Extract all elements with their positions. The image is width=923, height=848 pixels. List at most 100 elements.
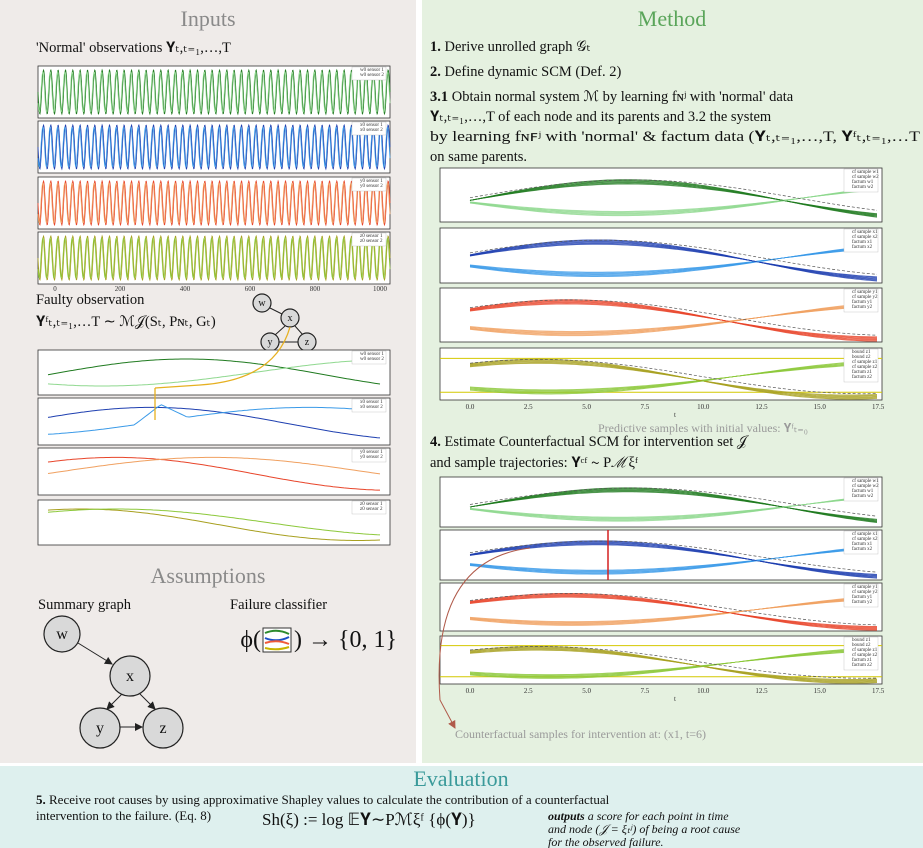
- inputs-title: Inputs: [181, 6, 236, 31]
- edge: [274, 325, 286, 336]
- legend-label: cf sample x1: [852, 532, 878, 537]
- x-tick-label: 400: [180, 285, 191, 293]
- plots: w0 sensor 1w0 sensor 2x0 sensor 1x0 sens…: [37, 65, 885, 703]
- legend-label: w0 sensor 2: [360, 73, 384, 78]
- sample: [469, 487, 878, 523]
- legend-box: [843, 530, 879, 555]
- method-title: Method: [638, 6, 706, 31]
- x-tick-label: 7.5: [641, 687, 650, 695]
- factum: [469, 359, 878, 395]
- signal: [37, 181, 391, 224]
- legend-box: [351, 121, 387, 136]
- legend-label: cf sample x2: [852, 537, 878, 542]
- classifier-icon: [262, 627, 292, 653]
- factum: [469, 179, 878, 211]
- legend-label: z0 sensor 2: [360, 507, 383, 512]
- legend-label: z0 sensor 2: [360, 239, 383, 244]
- node-label: z: [159, 720, 166, 737]
- edge: [139, 693, 156, 710]
- small-graph: w x y z: [252, 293, 317, 352]
- sample: [469, 240, 878, 281]
- brown-arrow: [438, 547, 531, 729]
- x-tick-label: 0.0: [466, 403, 475, 411]
- eval-output: outputs a score for each point in time: [548, 809, 729, 823]
- signal: [37, 236, 391, 279]
- legend-label: factum w2: [852, 185, 874, 190]
- signal: [47, 406, 381, 439]
- legend-box: [351, 232, 387, 247]
- legend-label: cf sample z2: [852, 365, 878, 370]
- evaluation-title: Evaluation: [413, 766, 508, 791]
- eval-output: for the observed failure.: [548, 835, 664, 848]
- legend-label: w0 sensor 2: [360, 357, 384, 362]
- legend-box: [843, 228, 879, 253]
- step-line: by learning fɴꜰʲ with 'normal' & factum …: [430, 129, 920, 145]
- legend-label: factum w2: [852, 494, 874, 499]
- legend-box: [351, 177, 387, 192]
- x-tick-label: 2.5: [524, 403, 533, 411]
- edge: [294, 325, 304, 336]
- faulty-formula: 𝐘ᶠₜ,ₜ₌₁,…T ∼ ℳ𝒥(Sₜ, Pɴₜ, Gₜ): [36, 314, 216, 330]
- sample: [469, 243, 878, 278]
- step: 2. Define dynamic SCM (Def. 2): [430, 64, 621, 80]
- x-axis-label: t: [674, 695, 676, 703]
- x-tick-label: 2.5: [524, 687, 533, 695]
- x-tick-label: 12.5: [755, 687, 768, 695]
- evaluation-panel: [0, 766, 923, 848]
- classifier-label: Failure classifier: [230, 597, 327, 613]
- sample: [469, 299, 877, 342]
- sample: [469, 239, 878, 282]
- legend-label: z0 sensor 1: [360, 502, 383, 507]
- legend-box: [351, 500, 387, 515]
- yellow-arrow: [154, 326, 291, 389]
- node-label: x: [126, 668, 134, 685]
- sample: [469, 540, 878, 579]
- node: [142, 707, 184, 749]
- x-tick-label: 17.5: [872, 687, 885, 695]
- factum: [469, 540, 878, 573]
- x-tick-label: 17.5: [872, 403, 885, 411]
- legend-label: factum y2: [852, 600, 873, 605]
- node: [252, 293, 272, 313]
- legend-box: [843, 348, 879, 383]
- legend-label: cf sample w1: [852, 170, 879, 175]
- step-line: and sample trajectories: 𝐘ᶜᶠ ∼ Pℳξᶠ: [430, 455, 638, 471]
- legend-label: x0 sensor 2: [360, 405, 383, 410]
- signal: [47, 456, 380, 491]
- edge: [269, 307, 283, 315]
- factum: [469, 239, 878, 275]
- legend-label: bound z1: [852, 638, 871, 643]
- legend-box: [843, 168, 879, 193]
- legend-label: factum x2: [852, 547, 873, 552]
- factum: [469, 646, 878, 679]
- x-tick-label: 1000: [373, 285, 388, 293]
- legend-label: cf sample x1: [852, 230, 878, 235]
- legend-box: [843, 583, 879, 608]
- legend-box: [351, 448, 387, 463]
- plot-frame: [37, 499, 391, 546]
- node: [43, 615, 81, 653]
- factum: [469, 299, 878, 336]
- eval-text: Receive root causes by using approximati…: [49, 792, 610, 807]
- classifier-prefix: ϕ(: [240, 627, 261, 653]
- legend-label: x0 sensor 1: [360, 123, 383, 128]
- legend-label: factum z2: [852, 375, 872, 380]
- summary-graph-label: Summary graph: [38, 597, 132, 613]
- node-label: y: [96, 720, 104, 737]
- legend-label: bound z1: [852, 350, 871, 355]
- x-tick-label: 5.0: [582, 687, 591, 695]
- faulty-label: Faulty observation: [36, 292, 145, 308]
- step-number: 4.: [430, 434, 441, 450]
- eval-line: 5. Receive root causes by using approxim…: [36, 792, 610, 807]
- sample: [469, 646, 878, 679]
- step-text: Estimate Counterfactual SCM for interven…: [445, 434, 750, 450]
- sample: [469, 242, 878, 279]
- legend-label: cf sample w1: [852, 479, 879, 484]
- caption: Counterfactual samples for intervention …: [455, 727, 706, 741]
- assumptions-title: Assumptions: [151, 563, 266, 588]
- step-text: Derive unrolled graph 𝒢ₜ: [445, 39, 591, 55]
- plot-frame: [439, 227, 883, 284]
- summary-graph: w x y z: [43, 615, 184, 749]
- signal: [47, 358, 381, 385]
